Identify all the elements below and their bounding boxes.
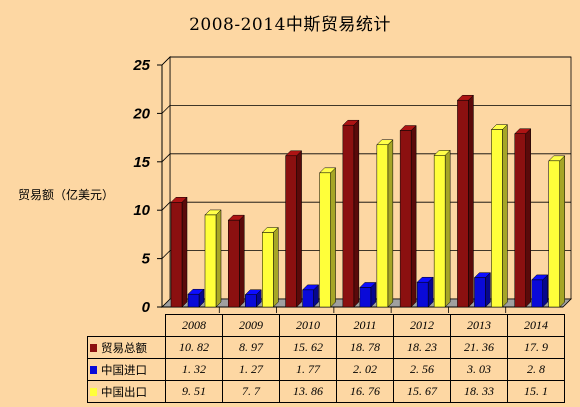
legend-swatch xyxy=(90,388,97,396)
data-label: 13. 86 xyxy=(279,380,337,403)
gridline xyxy=(161,153,171,163)
bar-side xyxy=(410,124,417,308)
bar-side xyxy=(273,226,279,308)
chart-title: 2008-2014中斯贸易统计 xyxy=(189,15,391,35)
bar xyxy=(285,155,297,308)
bar xyxy=(376,144,389,308)
data-label: 10. 82 xyxy=(165,336,223,359)
gridline xyxy=(161,105,171,114)
legend-entry: 贸易总额 xyxy=(87,336,166,359)
x-tick-label: 2010 xyxy=(279,314,337,337)
bar xyxy=(548,160,560,308)
legend-entry: 中国进口 xyxy=(87,358,166,381)
bar-side xyxy=(542,274,548,308)
bar-side xyxy=(485,272,491,308)
data-label: 18. 33 xyxy=(450,380,508,403)
gridline xyxy=(161,56,171,66)
x-tick-label: 2012 xyxy=(393,314,451,337)
data-label: 15. 1 xyxy=(507,380,565,403)
bar xyxy=(514,133,526,308)
bar-side xyxy=(525,128,531,308)
bar-side xyxy=(353,119,360,308)
data-label: 1. 32 xyxy=(165,358,223,381)
gridline xyxy=(161,250,171,259)
bar xyxy=(416,281,429,308)
bar-side xyxy=(444,149,451,308)
bar xyxy=(342,124,355,308)
data-label: 8. 97 xyxy=(222,336,280,359)
data-label: 1. 77 xyxy=(279,358,337,381)
bar xyxy=(302,289,314,308)
y-tick-label: 20 xyxy=(132,105,150,122)
bar-side xyxy=(181,196,188,308)
bar xyxy=(170,202,183,308)
x-tick-label: 2008 xyxy=(165,314,223,337)
legend-label: 贸易总额 xyxy=(101,340,147,355)
bar xyxy=(319,172,331,308)
bar xyxy=(187,293,200,308)
legend-label: 中国出口 xyxy=(101,384,147,399)
bar xyxy=(245,294,257,308)
bar-side xyxy=(296,150,302,308)
data-label: 3. 03 xyxy=(450,358,508,381)
table-row: 中国出口 9. 51 7. 7 13. 86 16. 76 15. 67 18. 33 15.… xyxy=(87,380,565,403)
bar-side xyxy=(239,214,245,308)
data-label: 7. 7 xyxy=(222,380,280,403)
data-label: 1. 27 xyxy=(222,358,280,381)
bar xyxy=(359,287,372,308)
bar xyxy=(457,99,469,308)
bar xyxy=(474,277,486,308)
bar xyxy=(433,155,446,308)
table-row: 中国进口 1. 32 1. 27 1. 77 2. 02 2. 56 3. 03 2. 8 xyxy=(87,358,565,381)
data-label: 2. 8 xyxy=(507,358,565,381)
bar-side xyxy=(559,155,565,308)
data-label: 18. 78 xyxy=(336,336,394,359)
y-tick-label: 15 xyxy=(133,154,150,171)
x-tick-label: 2009 xyxy=(222,314,280,337)
legend-entry: 中国出口 xyxy=(87,380,166,403)
table-row: 贸易总额 10. 82 8. 97 15. 62 18. 78 18. 23 21. 36 1… xyxy=(87,336,565,359)
data-label: 2. 56 xyxy=(393,358,451,381)
data-label: 15. 67 xyxy=(393,380,451,403)
bar-side xyxy=(330,167,336,308)
gridline xyxy=(161,201,171,211)
data-label: 2. 02 xyxy=(336,358,394,381)
data-label: 18. 23 xyxy=(393,336,451,359)
table-corner xyxy=(88,315,166,337)
y-tick-label: 5 xyxy=(142,251,151,268)
bar-side xyxy=(502,123,508,308)
x-tick-label: 2013 xyxy=(450,314,508,337)
bar xyxy=(204,214,217,308)
data-label: 17. 9 xyxy=(507,336,565,359)
bar xyxy=(262,232,274,308)
y-axis-label: 贸易额（亿美元） xyxy=(18,188,115,202)
y-tick-label: 25 xyxy=(132,57,150,74)
bar xyxy=(531,279,543,308)
bar xyxy=(228,219,240,308)
bar-side xyxy=(215,209,222,308)
legend-label: 中国进口 xyxy=(101,362,147,377)
x-tick-label: 2011 xyxy=(336,314,394,337)
data-label: 15. 62 xyxy=(279,336,337,359)
x-tick-label: 2014 xyxy=(507,314,565,337)
plot-side-wall xyxy=(161,56,171,308)
y-tick-label: 10 xyxy=(133,202,150,219)
legend-swatch xyxy=(90,366,97,374)
data-label: 9. 51 xyxy=(165,380,223,403)
category-row: 2008 2009 2010 2011 2012 2013 2014 xyxy=(88,314,565,337)
bar xyxy=(491,129,503,308)
legend-swatch xyxy=(90,344,97,352)
data-table: 2008 2009 2010 2011 2012 2013 2014 贸易总额 10. 82 8… xyxy=(87,314,565,403)
bar-side xyxy=(387,139,394,308)
y-tick-label: 0 xyxy=(142,299,151,316)
data-label: 16. 76 xyxy=(336,380,394,403)
data-label: 21. 36 xyxy=(450,336,508,359)
bar xyxy=(399,130,412,308)
bar-side xyxy=(468,94,474,308)
